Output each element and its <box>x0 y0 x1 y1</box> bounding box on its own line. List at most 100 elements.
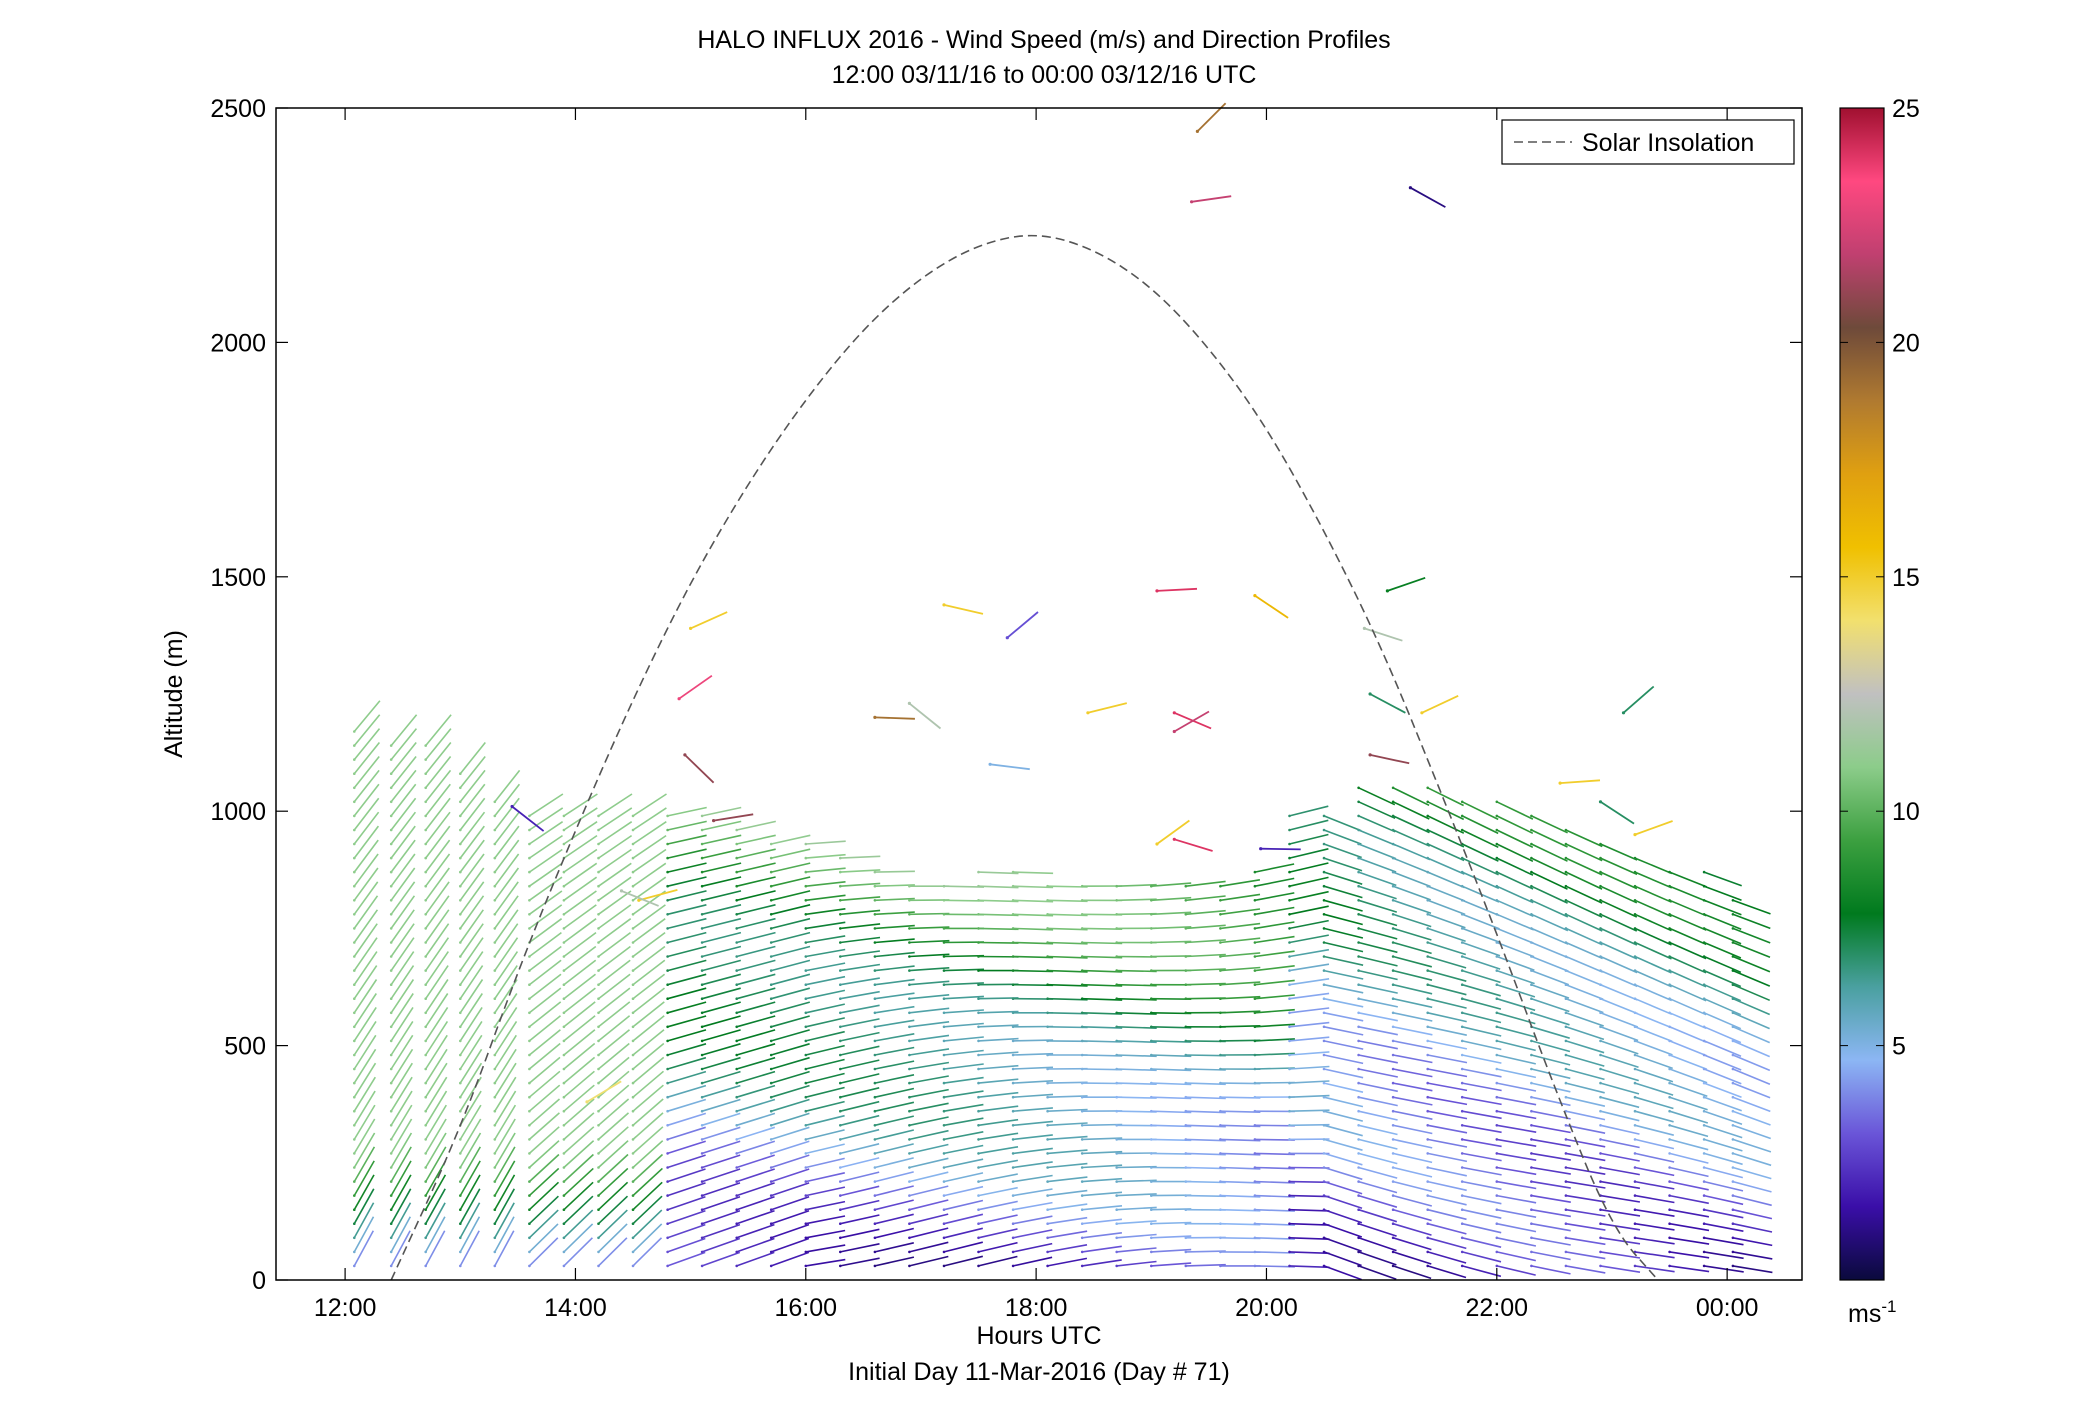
isolated-wind-barb-origin <box>988 762 992 766</box>
wind-barb <box>1151 1026 1192 1029</box>
wind-barb-origin <box>735 1095 738 1099</box>
wind-barb <box>425 741 452 775</box>
wind-barb-origin <box>804 1109 808 1113</box>
wind-barb-origin <box>353 856 356 860</box>
wind-barb-origin <box>493 1081 497 1085</box>
wind-barb <box>1496 1026 1536 1038</box>
wind-barb <box>1462 1068 1502 1078</box>
wind-barb-origin <box>700 1124 704 1127</box>
wind-barb-origin <box>1702 1194 1706 1197</box>
wind-barb <box>840 1171 880 1183</box>
wind-barb <box>943 1049 984 1056</box>
wind-barb <box>1358 1138 1398 1150</box>
wind-barb <box>1254 863 1295 873</box>
wind-barb <box>425 1104 447 1140</box>
wind-barb-origin <box>562 983 566 986</box>
wind-barb-origin <box>353 1138 356 1141</box>
wind-barb <box>770 959 811 972</box>
wind-barb-origin <box>804 1152 808 1155</box>
wind-barb <box>1082 941 1123 945</box>
wind-barb-origin <box>493 941 497 944</box>
wind-barb <box>1185 1124 1226 1128</box>
wind-barb-origin <box>1495 913 1499 916</box>
wind-barb-origin <box>1599 1180 1602 1183</box>
wind-barb-origin <box>942 1039 946 1043</box>
wind-barb <box>1634 1265 1675 1273</box>
wind-barb <box>494 825 520 859</box>
wind-barb <box>632 1098 664 1126</box>
wind-barb-origin <box>769 1222 773 1225</box>
wind-barb-origin <box>1391 800 1395 804</box>
wind-barb-origin <box>666 884 669 888</box>
wind-barb-origin <box>424 955 428 958</box>
wind-barb-origin <box>666 1067 669 1071</box>
wind-barb-origin <box>1530 814 1533 818</box>
wind-barb-origin <box>597 997 600 1000</box>
wind-barb <box>459 1202 481 1239</box>
wind-barb <box>1669 1054 1708 1071</box>
wind-barb-origin <box>1322 1250 1326 1254</box>
wind-barb-origin <box>666 1138 669 1141</box>
wind-barb <box>1565 1068 1605 1081</box>
wind-barb <box>1531 843 1568 862</box>
wind-barb-origin <box>1731 1250 1735 1254</box>
wind-barb-origin <box>1253 1138 1257 1141</box>
wind-barb <box>736 1126 776 1141</box>
wind-barb-origin <box>1184 1039 1188 1043</box>
wind-barb <box>1669 1096 1708 1111</box>
wind-barb <box>390 839 416 873</box>
wind-barb-origin <box>735 1067 738 1071</box>
wind-barb <box>1289 992 1330 1000</box>
wind-barb <box>1732 1194 1772 1207</box>
wind-barb-origin <box>631 941 635 944</box>
wind-barb-origin <box>1530 899 1533 902</box>
wind-barb-origin <box>493 842 497 846</box>
wind-barb-origin <box>1495 941 1499 944</box>
x-tick-label: 12:00 <box>314 1294 377 1322</box>
wind-barb-origin <box>1219 1011 1222 1015</box>
wind-barb-origin <box>1391 983 1395 986</box>
wind-barb <box>390 756 417 789</box>
wind-barb-origin <box>1322 997 1326 1000</box>
wind-barb-origin <box>1219 941 1222 944</box>
wind-barb <box>874 1046 915 1056</box>
wind-barb-origin <box>769 1095 773 1099</box>
wind-barb-origin <box>1046 1039 1049 1043</box>
isolated-wind-barb-origin <box>1172 837 1176 841</box>
wind-barb-origin <box>1288 1039 1291 1043</box>
wind-barb-origin <box>424 1124 428 1127</box>
wind-barb-origin <box>597 856 600 860</box>
wind-barb <box>840 909 881 916</box>
wind-barb <box>770 1126 810 1141</box>
wind-barb-origin <box>1391 1025 1395 1029</box>
wind-barb <box>1669 1251 1710 1259</box>
wind-barb-origin <box>1460 1081 1464 1085</box>
isolated-wind-barb <box>908 702 942 730</box>
wind-barb-origin <box>424 1152 428 1155</box>
wind-barb-origin <box>1564 1081 1568 1085</box>
wind-barb-origin <box>1253 983 1257 986</box>
wind-barb <box>632 1209 663 1239</box>
wind-barb-origin <box>1731 927 1735 930</box>
wind-barb-origin <box>908 1039 911 1043</box>
wind-barb <box>353 1104 376 1140</box>
wind-barb-origin <box>1426 814 1429 818</box>
wind-barb-origin <box>839 1250 842 1254</box>
wind-barb-origin <box>459 1095 462 1099</box>
wind-barb-origin <box>1633 1039 1637 1043</box>
wind-barb-origin <box>1668 1039 1671 1043</box>
wind-barb-origin <box>735 1222 738 1225</box>
wind-barb <box>1047 1108 1088 1112</box>
wind-barb <box>805 1058 845 1070</box>
wind-barb-origin <box>1668 1138 1671 1141</box>
wind-barb-origin <box>1219 1053 1222 1057</box>
wind-barb <box>1116 1068 1157 1072</box>
wind-barb <box>874 1242 914 1253</box>
wind-barb-origin <box>1184 899 1188 902</box>
wind-barb-origin <box>1460 814 1464 818</box>
wind-barb-origin <box>1731 1138 1735 1141</box>
wind-barb <box>1669 1138 1709 1151</box>
wind-barb <box>874 1227 914 1239</box>
wind-barb-origin <box>1219 1264 1222 1268</box>
wind-barb-origin <box>597 899 600 902</box>
